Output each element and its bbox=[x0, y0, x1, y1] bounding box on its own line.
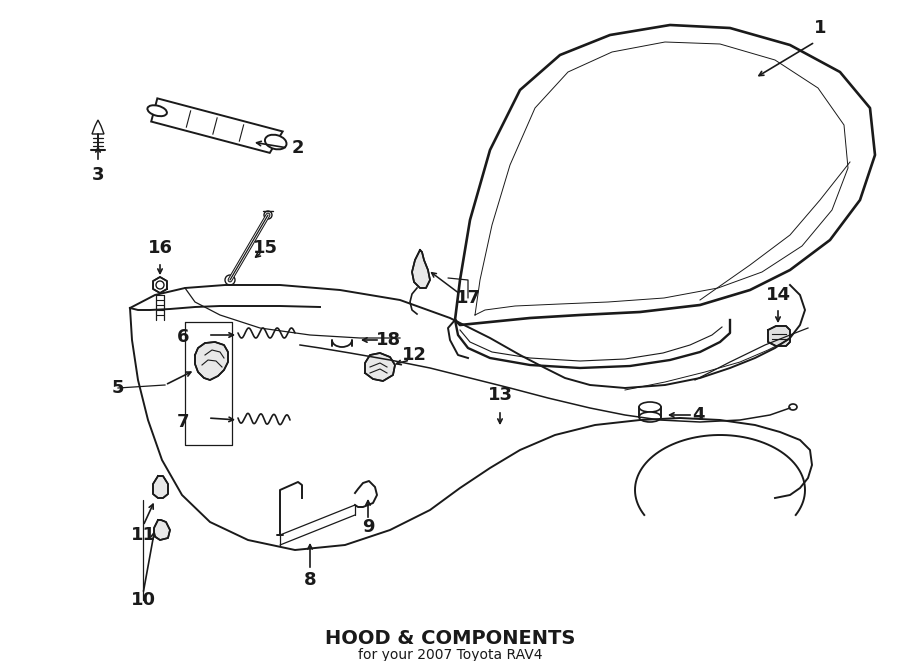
Text: 2: 2 bbox=[292, 139, 304, 157]
Polygon shape bbox=[154, 520, 170, 540]
Ellipse shape bbox=[639, 402, 661, 412]
Polygon shape bbox=[768, 326, 790, 346]
Text: 12: 12 bbox=[401, 346, 427, 364]
Polygon shape bbox=[195, 342, 228, 380]
Text: 9: 9 bbox=[362, 518, 374, 536]
Text: 18: 18 bbox=[375, 331, 401, 349]
Ellipse shape bbox=[639, 412, 661, 422]
Ellipse shape bbox=[264, 211, 272, 219]
Text: 14: 14 bbox=[766, 286, 790, 304]
Text: 17: 17 bbox=[455, 289, 481, 307]
Polygon shape bbox=[153, 476, 168, 498]
Text: 7: 7 bbox=[176, 413, 189, 431]
Polygon shape bbox=[412, 250, 430, 288]
Text: 16: 16 bbox=[148, 239, 173, 257]
Text: 11: 11 bbox=[130, 526, 156, 544]
Polygon shape bbox=[151, 98, 283, 153]
Polygon shape bbox=[365, 353, 395, 381]
Ellipse shape bbox=[265, 135, 286, 149]
Text: 10: 10 bbox=[130, 591, 156, 609]
Text: 3: 3 bbox=[92, 166, 104, 184]
Text: HOOD & COMPONENTS: HOOD & COMPONENTS bbox=[325, 629, 575, 648]
Ellipse shape bbox=[148, 105, 166, 116]
Ellipse shape bbox=[225, 275, 235, 285]
Text: 1: 1 bbox=[814, 19, 826, 37]
Text: 8: 8 bbox=[303, 571, 316, 589]
Text: 6: 6 bbox=[176, 328, 189, 346]
Polygon shape bbox=[92, 120, 104, 134]
Polygon shape bbox=[153, 277, 166, 293]
Ellipse shape bbox=[156, 281, 164, 289]
Text: for your 2007 Toyota RAV4: for your 2007 Toyota RAV4 bbox=[358, 648, 542, 661]
Text: 13: 13 bbox=[488, 386, 512, 404]
Ellipse shape bbox=[789, 404, 797, 410]
Text: 4: 4 bbox=[692, 406, 704, 424]
Text: 5: 5 bbox=[112, 379, 124, 397]
Text: 15: 15 bbox=[253, 239, 277, 257]
